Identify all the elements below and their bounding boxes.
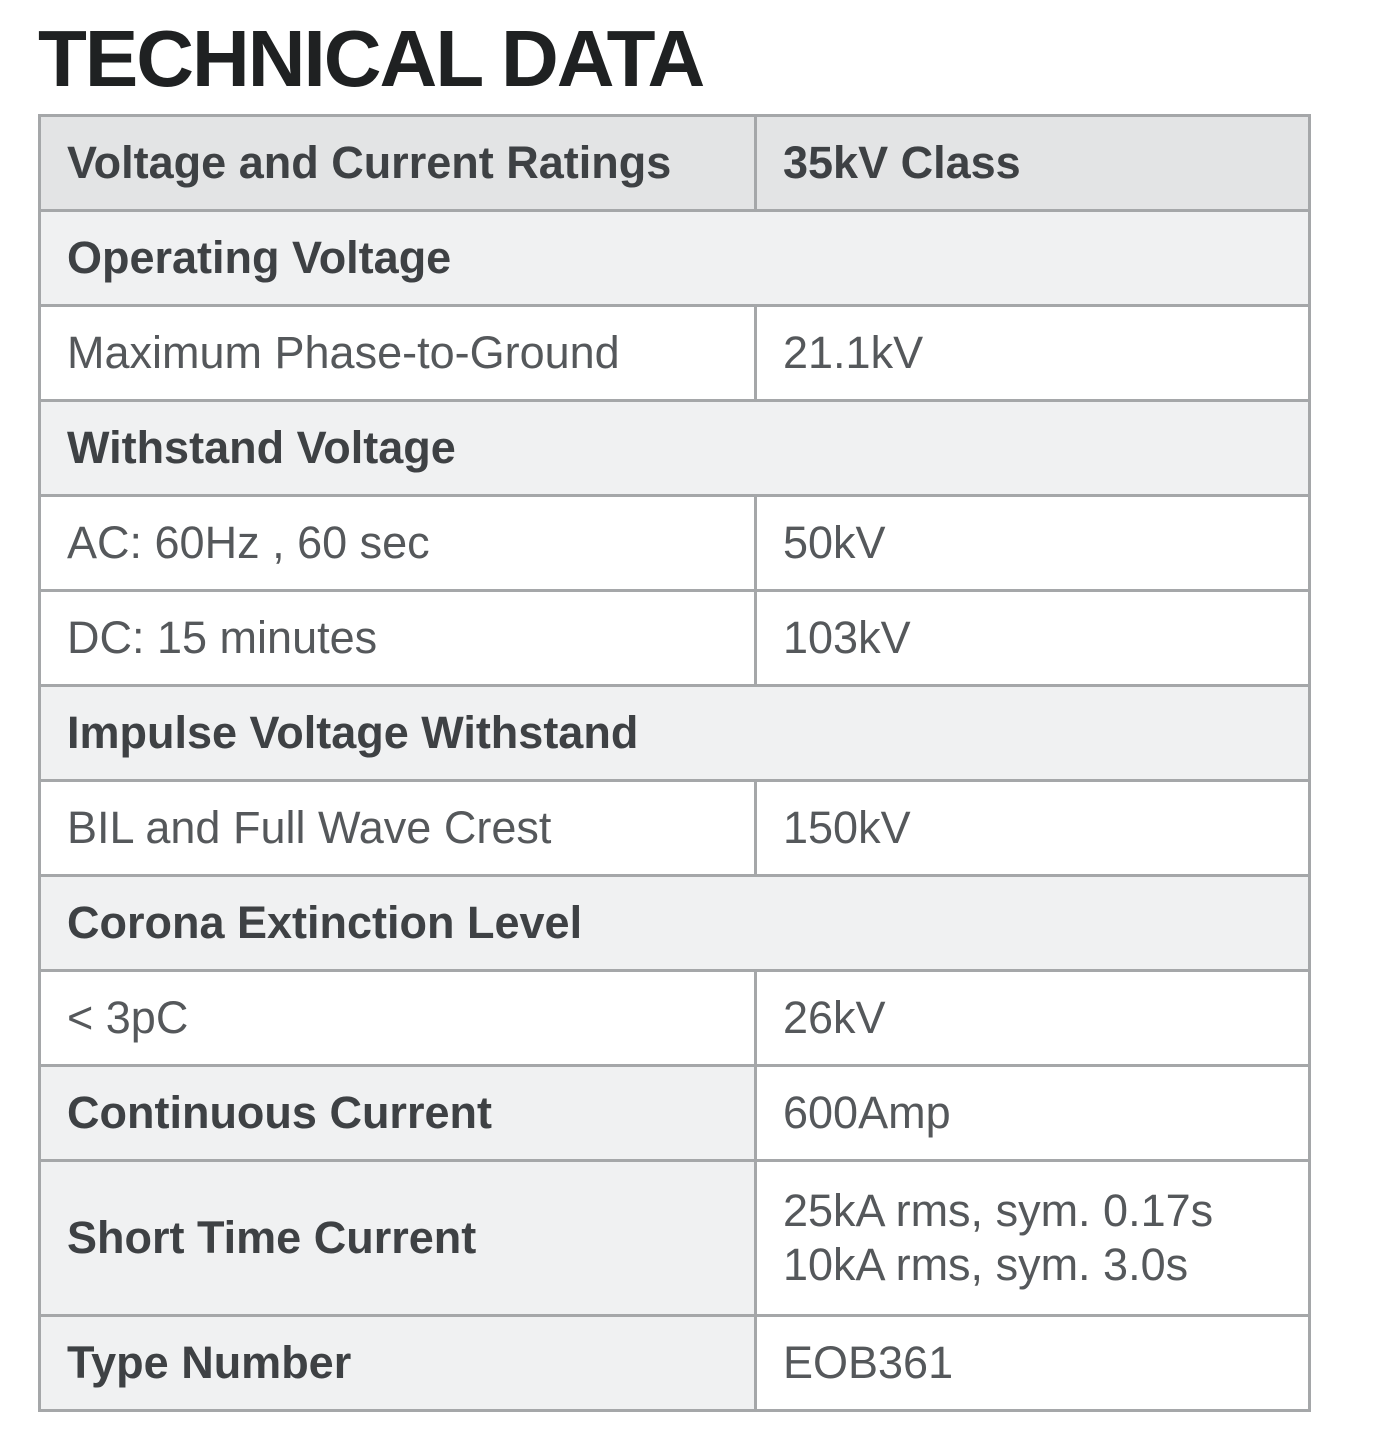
row-label: AC: 60Hz , 60 sec <box>38 493 757 592</box>
row-value: 26kV <box>754 968 1311 1067</box>
section-label: Impulse Voltage Withstand <box>38 683 1311 782</box>
section-label: Operating Voltage <box>38 208 1311 307</box>
row-value: 150kV <box>754 778 1311 877</box>
row-label: Continuous Current <box>38 1063 757 1162</box>
row-value: 50kV <box>754 493 1311 592</box>
row-value: 25kA rms, sym. 0.17s 10kA rms, sym. 3.0s <box>754 1158 1311 1317</box>
section-row-operating-voltage: Operating Voltage <box>38 208 1311 307</box>
page-title: TECHNICAL DATA <box>38 14 705 103</box>
technical-data-table: Voltage and Current Ratings 35kV Class O… <box>38 113 1311 1412</box>
row-value: 103kV <box>754 588 1311 687</box>
section-row-corona-extinction-level: Corona Extinction Level <box>38 873 1311 972</box>
row-label: BIL and Full Wave Crest <box>38 778 757 877</box>
data-row-bil-full-wave-crest: BIL and Full Wave Crest 150kV <box>38 778 1311 877</box>
section-row-impulse-voltage-withstand: Impulse Voltage Withstand <box>38 683 1311 782</box>
data-row-continuous-current: Continuous Current 600Amp <box>38 1063 1311 1162</box>
section-label: Withstand Voltage <box>38 398 1311 497</box>
data-row-short-time-current: Short Time Current 25kA rms, sym. 0.17s … <box>38 1158 1311 1317</box>
data-row-type-number: Type Number EOB361 <box>38 1313 1311 1412</box>
section-row-withstand-voltage: Withstand Voltage <box>38 398 1311 497</box>
table-header-row: Voltage and Current Ratings 35kV Class <box>38 113 1311 212</box>
header-cell-ratings: Voltage and Current Ratings <box>38 113 757 212</box>
row-value-line-1: 25kA rms, sym. 0.17s <box>783 1184 1214 1236</box>
row-value: 21.1kV <box>754 303 1311 402</box>
row-value: 600Amp <box>754 1063 1311 1162</box>
data-row-dc-withstand: DC: 15 minutes 103kV <box>38 588 1311 687</box>
row-label: DC: 15 minutes <box>38 588 757 687</box>
section-label: Corona Extinction Level <box>38 873 1311 972</box>
row-label: Maximum Phase-to-Ground <box>38 303 757 402</box>
row-label: Short Time Current <box>38 1158 757 1317</box>
row-value: EOB361 <box>754 1313 1311 1412</box>
data-row-max-phase-to-ground: Maximum Phase-to-Ground 21.1kV <box>38 303 1311 402</box>
data-row-ac-withstand: AC: 60Hz , 60 sec 50kV <box>38 493 1311 592</box>
row-label: Type Number <box>38 1313 757 1412</box>
data-row-corona-3pc: < 3pC 26kV <box>38 968 1311 1067</box>
row-label: < 3pC <box>38 968 757 1067</box>
header-cell-class: 35kV Class <box>754 113 1311 212</box>
row-value-line-2: 10kA rms, sym. 3.0s <box>783 1238 1189 1290</box>
